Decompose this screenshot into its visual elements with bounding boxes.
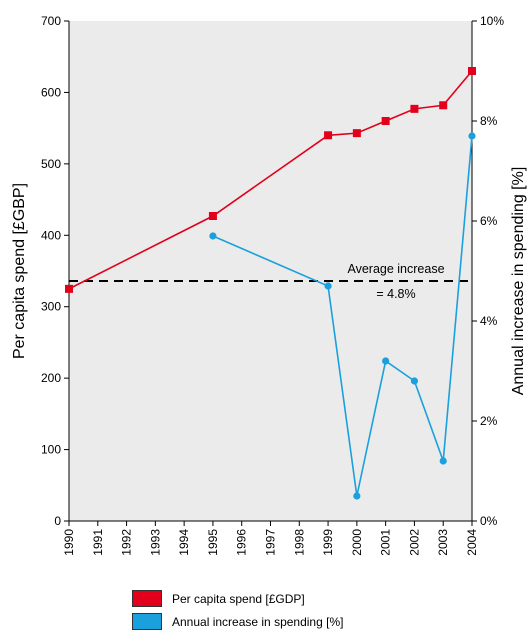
x-tick-label-1994: 1994 bbox=[177, 529, 191, 556]
x-tick-label-1993: 1993 bbox=[148, 529, 162, 556]
y-tick-label-300: 300 bbox=[41, 300, 61, 314]
y2-tick-label-2: 4% bbox=[480, 314, 498, 328]
y-tick-label-200: 200 bbox=[41, 371, 61, 385]
x-tick-label-2001: 2001 bbox=[379, 529, 393, 556]
x-tick-label-1998: 1998 bbox=[292, 529, 306, 556]
series-0-point-1995 bbox=[208, 212, 217, 220]
series-1-point-2001 bbox=[382, 357, 390, 365]
y2-tick-label-0: 0% bbox=[480, 514, 498, 528]
y2-tick-label-5: 10% bbox=[480, 14, 504, 28]
average-label-line1: Average increase bbox=[347, 262, 444, 276]
series-1-point-2000 bbox=[353, 492, 361, 500]
y-axis-title: Per capita spend [£GBP] bbox=[11, 183, 28, 359]
series-1-point-2003 bbox=[439, 457, 447, 465]
series-1-point-1999 bbox=[324, 282, 332, 290]
series-0-point-2000 bbox=[352, 129, 361, 138]
series-1-point-1995 bbox=[209, 232, 217, 240]
series-1-point-2004 bbox=[468, 132, 476, 140]
x-tick-label-2000: 2000 bbox=[350, 529, 364, 556]
y-tick-label-600: 600 bbox=[41, 85, 61, 99]
x-tick-label-1992: 1992 bbox=[120, 529, 134, 556]
x-tick-label-2002: 2002 bbox=[407, 529, 421, 556]
x-tick-label-1990: 1990 bbox=[62, 529, 76, 556]
x-tick-label-1991: 1991 bbox=[91, 529, 105, 556]
series-0-point-2003 bbox=[439, 101, 448, 110]
legend-label-annual-increase: Annual increase in spending [%] bbox=[172, 614, 344, 629]
series-0-point-1999 bbox=[324, 131, 333, 140]
y-tick-label-700: 700 bbox=[41, 14, 61, 28]
x-tick-label-1997: 1997 bbox=[264, 529, 278, 556]
legend: Per capita spend [£GDP] Annual increase … bbox=[132, 588, 343, 634]
legend-item-per-capita: Per capita spend [£GDP] bbox=[132, 588, 343, 609]
legend-label-per-capita: Per capita spend [£GDP] bbox=[172, 591, 305, 606]
y-tick-label-100: 100 bbox=[41, 443, 61, 457]
y2-tick-label-1: 2% bbox=[480, 414, 498, 428]
x-tick-label-2003: 2003 bbox=[436, 529, 450, 556]
x-tick-label-1999: 1999 bbox=[321, 529, 335, 556]
series-0-point-2002 bbox=[410, 104, 419, 113]
series-0-point-2004 bbox=[468, 67, 476, 75]
plot-area bbox=[69, 21, 472, 521]
y2-axis-title: Annual increase in spending [%] bbox=[510, 167, 527, 396]
y-tick-label-400: 400 bbox=[41, 228, 61, 242]
y2-tick-label-4: 8% bbox=[480, 114, 498, 128]
series-0-point-1990 bbox=[65, 284, 73, 293]
x-tick-label-1995: 1995 bbox=[206, 529, 220, 556]
legend-swatch-annual-increase bbox=[132, 613, 162, 630]
y-tick-label-0: 0 bbox=[54, 514, 61, 528]
average-label-line2: = 4.8% bbox=[376, 287, 415, 301]
series-0-point-2001 bbox=[381, 117, 390, 125]
legend-item-annual-increase: Annual increase in spending [%] bbox=[132, 611, 343, 632]
x-tick-label-1996: 1996 bbox=[235, 529, 249, 556]
series-1-point-2002 bbox=[410, 377, 419, 385]
x-tick-label-2004: 2004 bbox=[465, 529, 479, 556]
legend-swatch-per-capita bbox=[132, 590, 162, 607]
y2-tick-label-3: 6% bbox=[480, 214, 498, 228]
y-tick-label-500: 500 bbox=[41, 157, 61, 171]
series-line-0 bbox=[68, 70, 473, 290]
